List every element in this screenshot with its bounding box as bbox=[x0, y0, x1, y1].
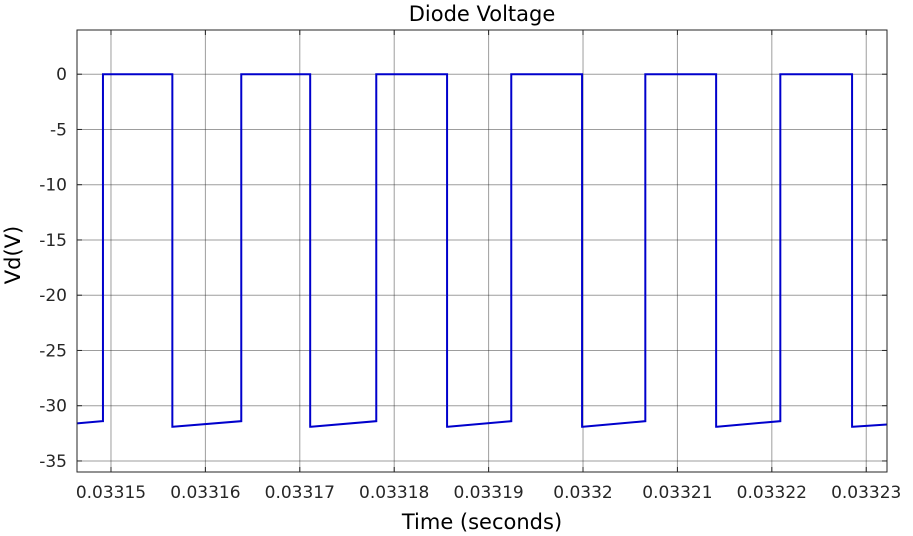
x-tick-label: 0.03318 bbox=[359, 483, 429, 503]
y-tick-label: -10 bbox=[39, 176, 67, 196]
x-tick-label: 0.03321 bbox=[642, 483, 712, 503]
x-tick-label: 0.03316 bbox=[170, 483, 240, 503]
series-line bbox=[76, 73, 888, 428]
y-tick-label: -30 bbox=[39, 397, 67, 417]
plot-area bbox=[76, 73, 888, 428]
y-tick-label: -20 bbox=[39, 286, 67, 306]
x-axis-ticks: 0.03315 0.03316 0.03317 0.03318 0.03319 0.033… bbox=[76, 30, 901, 503]
x-tick-label: 0.03322 bbox=[737, 483, 807, 503]
y-tick-label: -5 bbox=[50, 120, 67, 140]
y-tick-label: 0 bbox=[56, 65, 67, 85]
chart-title: Diode Voltage bbox=[409, 2, 556, 26]
x-tick-label: 0.03315 bbox=[76, 483, 146, 503]
x-axis-label: Time (seconds) bbox=[401, 510, 562, 534]
axes-box bbox=[76, 29, 888, 473]
x-tick-label: 0.03319 bbox=[453, 483, 523, 503]
y-axis-ticks: 0 -5 -10 -15 -20 -25 -30 -35 bbox=[39, 65, 887, 472]
y-tick-label: -15 bbox=[39, 231, 67, 251]
x-tick-label: 0.03323 bbox=[831, 483, 901, 503]
y-axis-label: Vd(V) bbox=[1, 226, 25, 284]
x-tick-label: 0.03317 bbox=[265, 483, 335, 503]
y-tick-label: -25 bbox=[39, 341, 67, 361]
x-tick-label: 0.0332 bbox=[553, 483, 612, 503]
y-tick-label: -35 bbox=[39, 452, 67, 472]
